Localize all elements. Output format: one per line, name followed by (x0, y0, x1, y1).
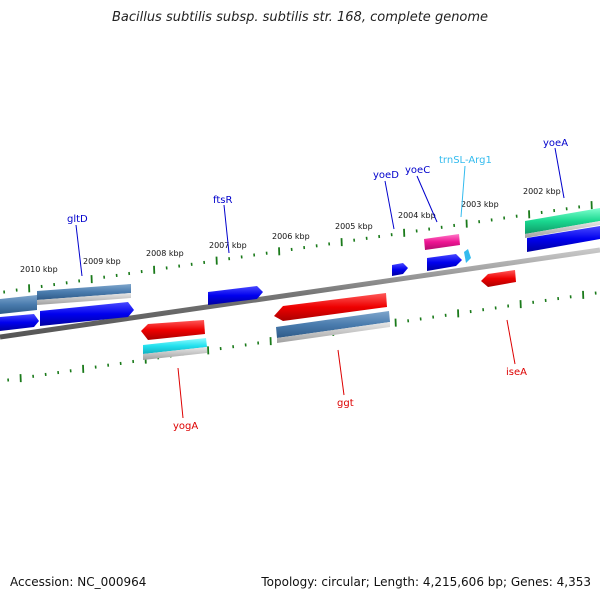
scale-label: 2004 kbp (398, 211, 436, 220)
genome-summary: Topology: circular; Length: 4,215,606 bp… (261, 575, 591, 589)
scale-label: 2009 kbp (83, 257, 121, 266)
scale-label: 2008 kbp (146, 249, 184, 258)
label-yoeD[interactable]: yoeD (373, 170, 399, 181)
leader-trnSL-Arg1 (460, 165, 466, 218)
scale-label: 2003 kbp (461, 200, 499, 209)
map-title: Bacillus subtilis subsp. subtilis str. 1… (111, 10, 489, 25)
leader-gltD (75, 224, 83, 277)
leader-yoeD (384, 180, 395, 230)
reverse-strand-genes (141, 270, 516, 360)
leader-yoeA (554, 147, 565, 199)
gene-yoeC-rna[interactable] (424, 234, 460, 250)
gene-yoeA[interactable] (525, 208, 600, 234)
gene-yogA-shadow (143, 347, 207, 360)
gene-trnSL-Arg1[interactable] (464, 249, 471, 263)
label-iseA[interactable]: iseA (506, 367, 527, 378)
label-yoeA[interactable]: yoeA (543, 138, 568, 149)
gene-gltD-cds-arrow[interactable] (40, 302, 134, 326)
gene-ggt-steel[interactable] (276, 311, 390, 338)
leader-iseA (506, 319, 516, 365)
gene-forward-left-arrow[interactable] (0, 314, 39, 331)
label-trnSL-Arg1[interactable]: trnSL-Arg1 (439, 155, 492, 166)
scale-label: 2006 kbp (272, 232, 310, 241)
gene-yoeA-cds[interactable] (527, 226, 600, 252)
leader-yogA (177, 367, 184, 419)
label-yogA[interactable]: yogA (173, 421, 198, 432)
gene-gltD-shadow (37, 293, 131, 305)
gene-yoeD-arrow[interactable] (392, 263, 408, 276)
gene-iseA-arrow[interactable] (481, 270, 516, 287)
gene-yogA-cyan[interactable] (143, 338, 207, 354)
scale-label: 2002 kbp (523, 187, 561, 196)
leader-ggt (337, 349, 345, 396)
leader-yoeC (416, 175, 438, 223)
gene-ggt-shadow (277, 322, 390, 343)
label-ggt[interactable]: ggt (337, 398, 354, 409)
scale-label: 2005 kbp (335, 222, 373, 231)
gene-yoeA-shadow (525, 221, 600, 238)
forward-strand-genes (0, 208, 600, 331)
gene-gltD[interactable] (37, 284, 131, 300)
label-yoeC[interactable]: yoeC (405, 165, 430, 176)
gene-ftsR-arrow[interactable] (208, 286, 263, 305)
accession-text: Accession: NC_000964 (10, 575, 147, 589)
scale-label: 2010 kbp (20, 265, 58, 274)
gene-ggt-arrow[interactable] (274, 293, 387, 321)
gene-gltD-left-fragment[interactable] (0, 295, 37, 314)
gene-yogA-arrow[interactable] (141, 320, 205, 340)
genome-backbone (0, 247, 600, 340)
label-gltD[interactable]: gltD (67, 214, 88, 225)
scale-ticks-upper (3, 201, 593, 294)
gene-labels: gltD ftsR yoeD yoeC trnSL-Arg1 yoeA yogA… (67, 138, 568, 432)
gene-yoeC-arrow[interactable] (427, 254, 462, 271)
label-leaders (75, 147, 565, 419)
leader-ftsR (223, 204, 230, 254)
label-ftsR[interactable]: ftsR (213, 195, 232, 206)
